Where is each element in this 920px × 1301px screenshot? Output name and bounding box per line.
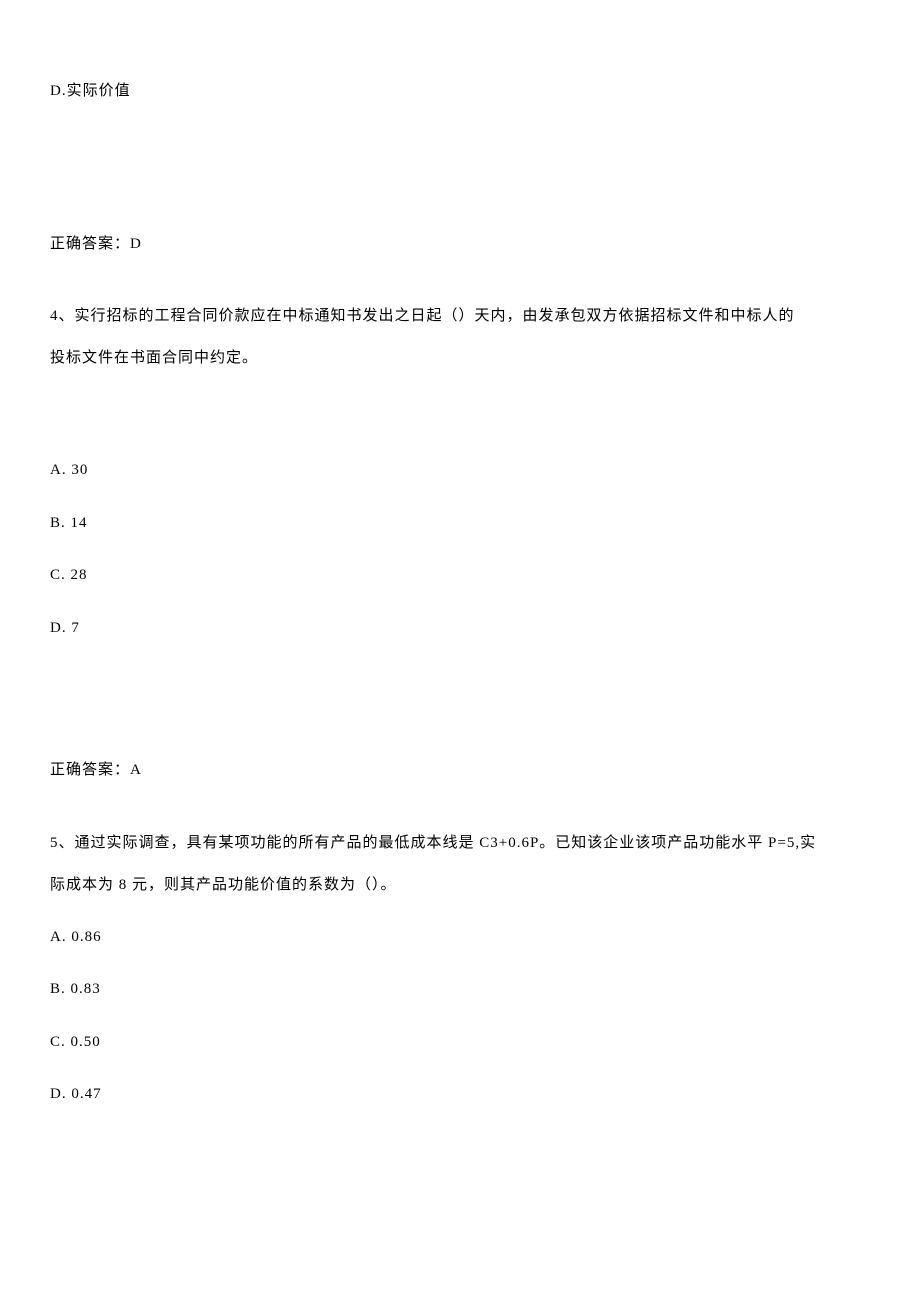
question-4-option-d: D. 7	[50, 617, 870, 640]
spacer	[50, 782, 870, 822]
spacer	[50, 1053, 870, 1083]
question-5-option-a: A. 0.86	[50, 926, 870, 949]
question-5-option-b: B. 0.83	[50, 978, 870, 1001]
spacer	[50, 482, 870, 512]
spacer	[50, 103, 870, 233]
previous-option-d: D.实际价值	[50, 80, 870, 103]
question-5-line2: 际成本为 8 元，则其产品功能价值的系数为（）。	[50, 864, 870, 906]
answer-q3: 正确答案：D	[50, 233, 870, 256]
answer-q4: 正确答案：A	[50, 759, 870, 782]
question-4-option-b: B. 14	[50, 512, 870, 535]
question-5-line1: 5、通过实际调查，具有某项功能的所有产品的最低成本线是 C3+0.6P。已知该企…	[50, 822, 870, 864]
question-5-option-c: C. 0.50	[50, 1031, 870, 1054]
question-4-line1: 4、实行招标的工程合同价款应在中标通知书发出之日起（）天内，由发承包双方依据招标…	[50, 295, 870, 337]
question-5-option-d: D. 0.47	[50, 1083, 870, 1106]
question-4-option-c: C. 28	[50, 564, 870, 587]
spacer	[50, 587, 870, 617]
spacer	[50, 639, 870, 759]
question-4-option-a: A. 30	[50, 459, 870, 482]
spacer	[50, 534, 870, 564]
spacer	[50, 906, 870, 926]
spacer	[50, 1001, 870, 1031]
question-4-line2: 投标文件在书面合同中约定。	[50, 337, 870, 379]
spacer	[50, 948, 870, 978]
spacer	[50, 255, 870, 295]
spacer	[50, 379, 870, 459]
